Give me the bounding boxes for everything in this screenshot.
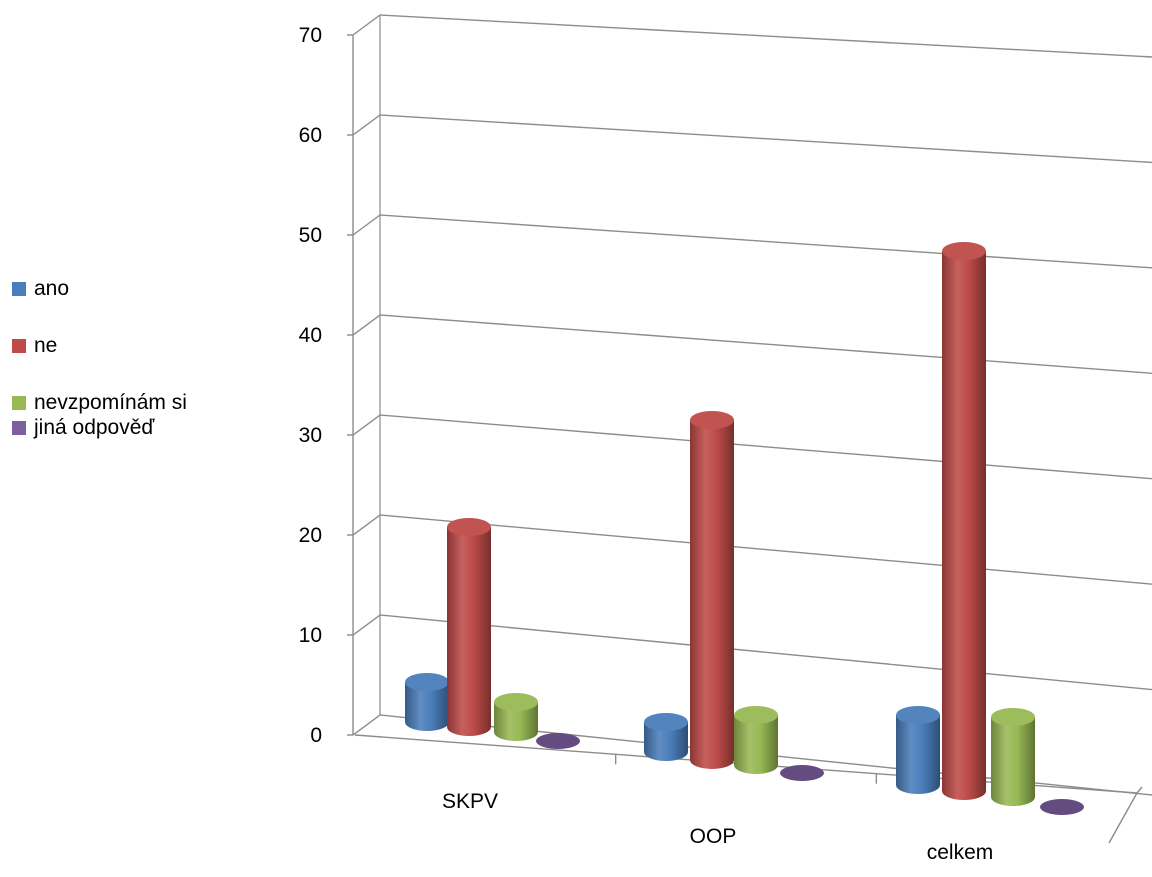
bar-jiná-odpověď-SKPV (536, 733, 580, 749)
legend-item-jina-odpoved: jiná odpověď (12, 415, 212, 440)
bars (405, 242, 1084, 815)
bar-nevzpomínám-si-celkem (991, 708, 1035, 806)
side-gridline (352, 714, 381, 736)
legend-swatch (12, 339, 26, 353)
gridline (379, 414, 1152, 480)
bar-body (644, 722, 688, 761)
bar-ne-SKPV (447, 518, 491, 736)
bar-top (447, 518, 491, 536)
y-tick-label: 0 (310, 724, 322, 747)
legend-swatch (12, 396, 26, 410)
side-gridline (352, 214, 381, 236)
legend-label: jiná odpověď (34, 416, 155, 439)
bar-zero-cap (536, 733, 580, 749)
bar-jiná-odpověď-celkem (1040, 799, 1084, 815)
bar-body (942, 251, 986, 800)
gridline (379, 314, 1152, 374)
legend: ano ne nevzpomínám si jiná odpověď (12, 276, 212, 440)
y-tick-label: 50 (299, 224, 322, 247)
side-gridline (352, 614, 381, 636)
bar-top (942, 242, 986, 260)
legend-item-ano: ano (12, 276, 212, 301)
bar-body (734, 715, 778, 774)
legend-label: nevzpomínám si (34, 391, 187, 414)
bar-body (447, 527, 491, 736)
bar-body (405, 682, 449, 731)
gridline (379, 514, 1152, 585)
x-tick-label: OOP (690, 825, 737, 848)
x-tick-labels: SKPV OOP celkem (442, 790, 993, 864)
gridline (379, 214, 1152, 269)
y-tick-label: 70 (299, 24, 322, 47)
bar-zero-cap (780, 765, 824, 781)
bar-ne-celkem (942, 242, 986, 800)
side-gridline (352, 14, 381, 36)
bar-ano-celkem (896, 706, 940, 794)
bar-jiná-odpověď-OOP (780, 765, 824, 781)
side-gridline (352, 514, 381, 536)
y-tick-label: 10 (299, 624, 322, 647)
side-gridline (352, 314, 381, 336)
bar-top (991, 708, 1035, 726)
legend-swatch (12, 421, 26, 435)
bar-body (991, 717, 1035, 806)
bar-ano-OOP (644, 713, 688, 761)
gridline (379, 614, 1152, 691)
y-tick-label: 20 (299, 524, 322, 547)
bar-body (896, 715, 940, 794)
bar-top (690, 411, 734, 429)
y-tick-label: 30 (299, 424, 322, 447)
x-tick-label: SKPV (442, 790, 498, 813)
bar-top (734, 706, 778, 724)
legend-label: ne (34, 334, 58, 357)
bar-ano-SKPV (405, 673, 449, 731)
legend-swatch (12, 282, 26, 296)
bar-top (494, 693, 538, 711)
x-tick-label: celkem (927, 841, 994, 864)
floor-right-edge (1108, 792, 1138, 844)
side-gridline (352, 414, 381, 436)
bar-top (896, 706, 940, 724)
bar-top (644, 713, 688, 731)
legend-label: ano (34, 277, 70, 300)
bar-zero-cap (1040, 799, 1084, 815)
bar-ne-OOP (690, 411, 734, 769)
side-gridline (352, 114, 381, 136)
bar-body (690, 420, 734, 769)
bar-nevzpomínám-si-OOP (734, 706, 778, 774)
floor-right-edge (1136, 786, 1143, 794)
gridline (379, 114, 1152, 164)
y-tick-labels: 0 10 20 30 40 50 60 70 (299, 24, 322, 747)
y-tick-label: 60 (299, 124, 322, 147)
bar-body (494, 702, 538, 741)
bar-top (405, 673, 449, 691)
bar-nevzpomínám-si-SKPV (494, 693, 538, 741)
legend-item-nevzpominam-si: nevzpomínám si (12, 390, 204, 415)
gridline (379, 14, 1152, 58)
y-tick-label: 40 (299, 324, 322, 347)
gridlines (352, 14, 1152, 796)
legend-item-ne: ne (12, 333, 212, 358)
